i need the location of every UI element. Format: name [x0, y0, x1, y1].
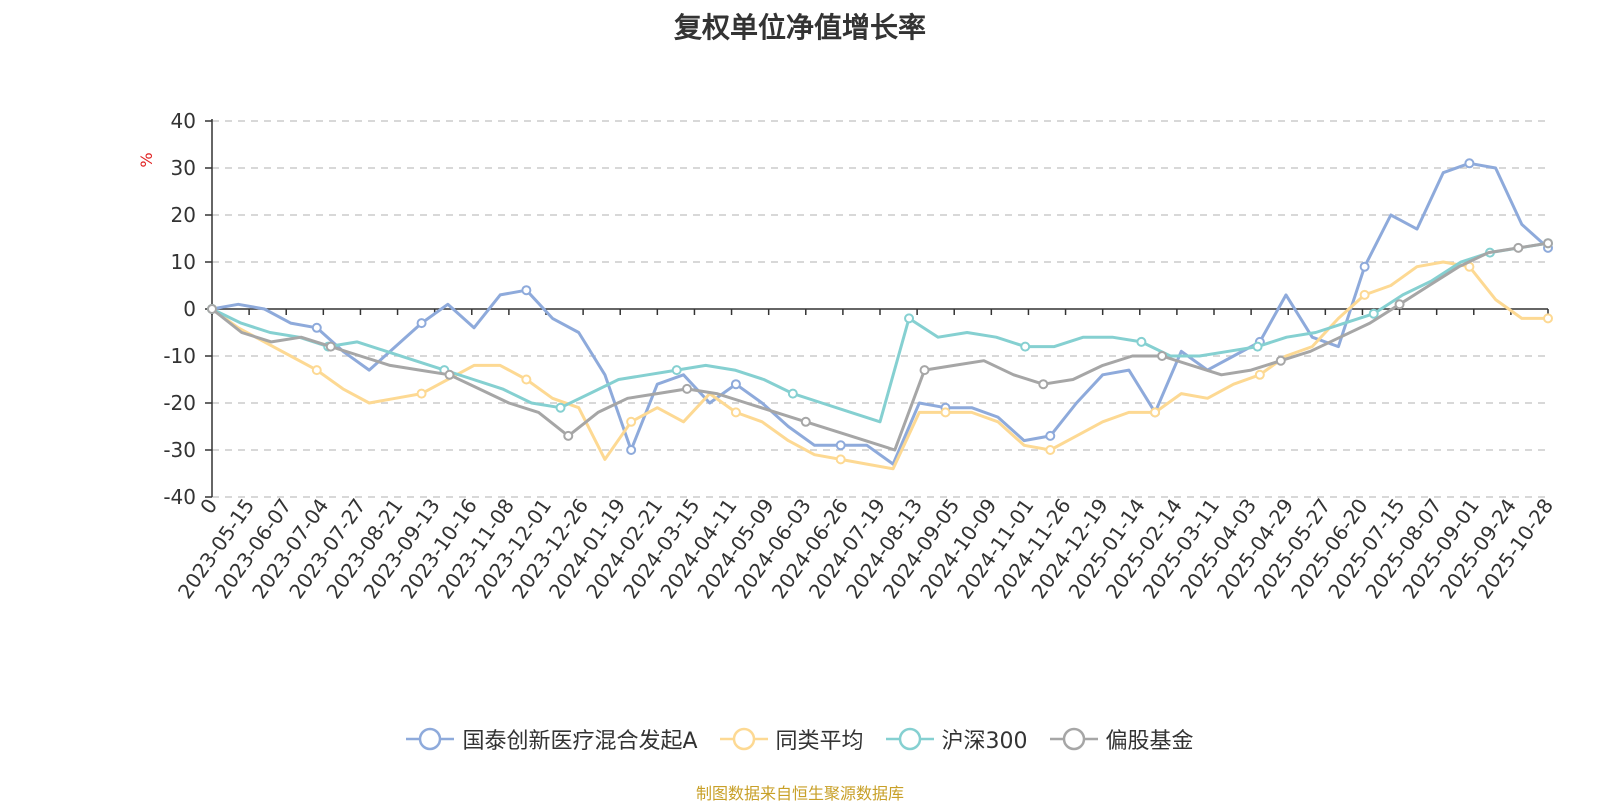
legend-item-2[interactable]: 沪深300: [885, 723, 1028, 755]
series-point: [730, 379, 741, 390]
series-point: [1252, 341, 1263, 352]
legend-item-3[interactable]: 偏股基金: [1049, 723, 1194, 755]
series-point: [787, 388, 798, 399]
series-point: [521, 285, 532, 296]
chart-legend: 国泰创新医疗混合发起A 同类平均 沪深300 偏股基金: [0, 723, 1600, 755]
series-point: [1359, 261, 1370, 272]
series-line-0: [211, 161, 1550, 466]
series-point: [416, 318, 427, 329]
series-point: [1513, 242, 1524, 253]
legend-label: 偏股基金: [1105, 729, 1194, 754]
series-point: [1157, 351, 1168, 361]
series-point: [311, 322, 322, 333]
series-point: [626, 416, 637, 427]
chart-title: 复权单位净值增长率: [673, 11, 926, 44]
series-point: [835, 440, 846, 451]
y-tick-label: -20: [163, 391, 196, 415]
series-point: [563, 430, 574, 441]
series-point: [940, 407, 951, 418]
series-point: [1543, 238, 1553, 249]
legend-swatch-circle: [419, 727, 442, 751]
series-point: [207, 304, 217, 314]
series-point: [904, 313, 915, 324]
y-tick-label: 0: [183, 297, 196, 321]
y-tick-label: -40: [163, 485, 196, 509]
series-point: [311, 365, 322, 376]
source-note: 制图数据来自恒生聚源数据库: [695, 784, 904, 803]
series-point: [521, 374, 532, 385]
y-tick-label: 40: [171, 109, 196, 133]
legend-swatch-circle: [898, 727, 921, 751]
series-point: [1045, 445, 1056, 455]
series-point: [800, 416, 811, 427]
legend-swatch: [406, 727, 455, 751]
legend-label: 国泰创新医疗混合发起A: [462, 729, 698, 754]
series-point: [1038, 379, 1049, 390]
y-tick-label: 30: [171, 156, 196, 180]
legend-swatch-circle: [732, 727, 755, 751]
legend-label: 沪深300: [941, 729, 1028, 754]
series-point: [444, 369, 455, 380]
series-point: [1254, 369, 1265, 380]
y-tick-label: 10: [171, 250, 196, 274]
series-line-3: [211, 241, 1549, 452]
series-line-2: [211, 241, 1549, 424]
series-layer: [207, 158, 1553, 471]
series-point: [1368, 308, 1379, 319]
y-tick-label: -30: [163, 438, 196, 462]
y-tick-label: 20: [171, 203, 196, 227]
series-point: [1150, 407, 1161, 418]
series-point: [730, 407, 741, 418]
legend-label: 同类平均: [775, 729, 864, 754]
series-point: [416, 388, 427, 399]
legend-item-0[interactable]: 国泰创新医疗混合发起A: [406, 723, 698, 755]
series-point: [1275, 355, 1286, 366]
y-axis-unit-label: %: [137, 152, 156, 167]
series-point: [1020, 341, 1031, 352]
series-point: [1359, 289, 1370, 300]
legend-item-1[interactable]: 同类平均: [719, 723, 864, 755]
legend-swatch-circle: [1062, 727, 1085, 751]
series-point: [1394, 299, 1405, 310]
series-point: [1543, 313, 1553, 324]
series-line-1: [211, 260, 1548, 471]
series-point: [1464, 158, 1475, 169]
series-point: [835, 454, 846, 465]
series-point: [919, 365, 930, 376]
series-point: [325, 341, 336, 352]
y-tick-label: -10: [163, 344, 196, 368]
series-point: [555, 402, 566, 413]
series-point: [671, 365, 682, 376]
grid-layer: [212, 120, 1548, 498]
series-point: [626, 445, 637, 455]
legend-swatch: [719, 727, 768, 751]
series-point: [1045, 430, 1056, 441]
series-point: [682, 383, 693, 394]
series-point: [1136, 336, 1147, 347]
legend-swatch: [1049, 727, 1098, 751]
legend-swatch: [885, 727, 934, 751]
